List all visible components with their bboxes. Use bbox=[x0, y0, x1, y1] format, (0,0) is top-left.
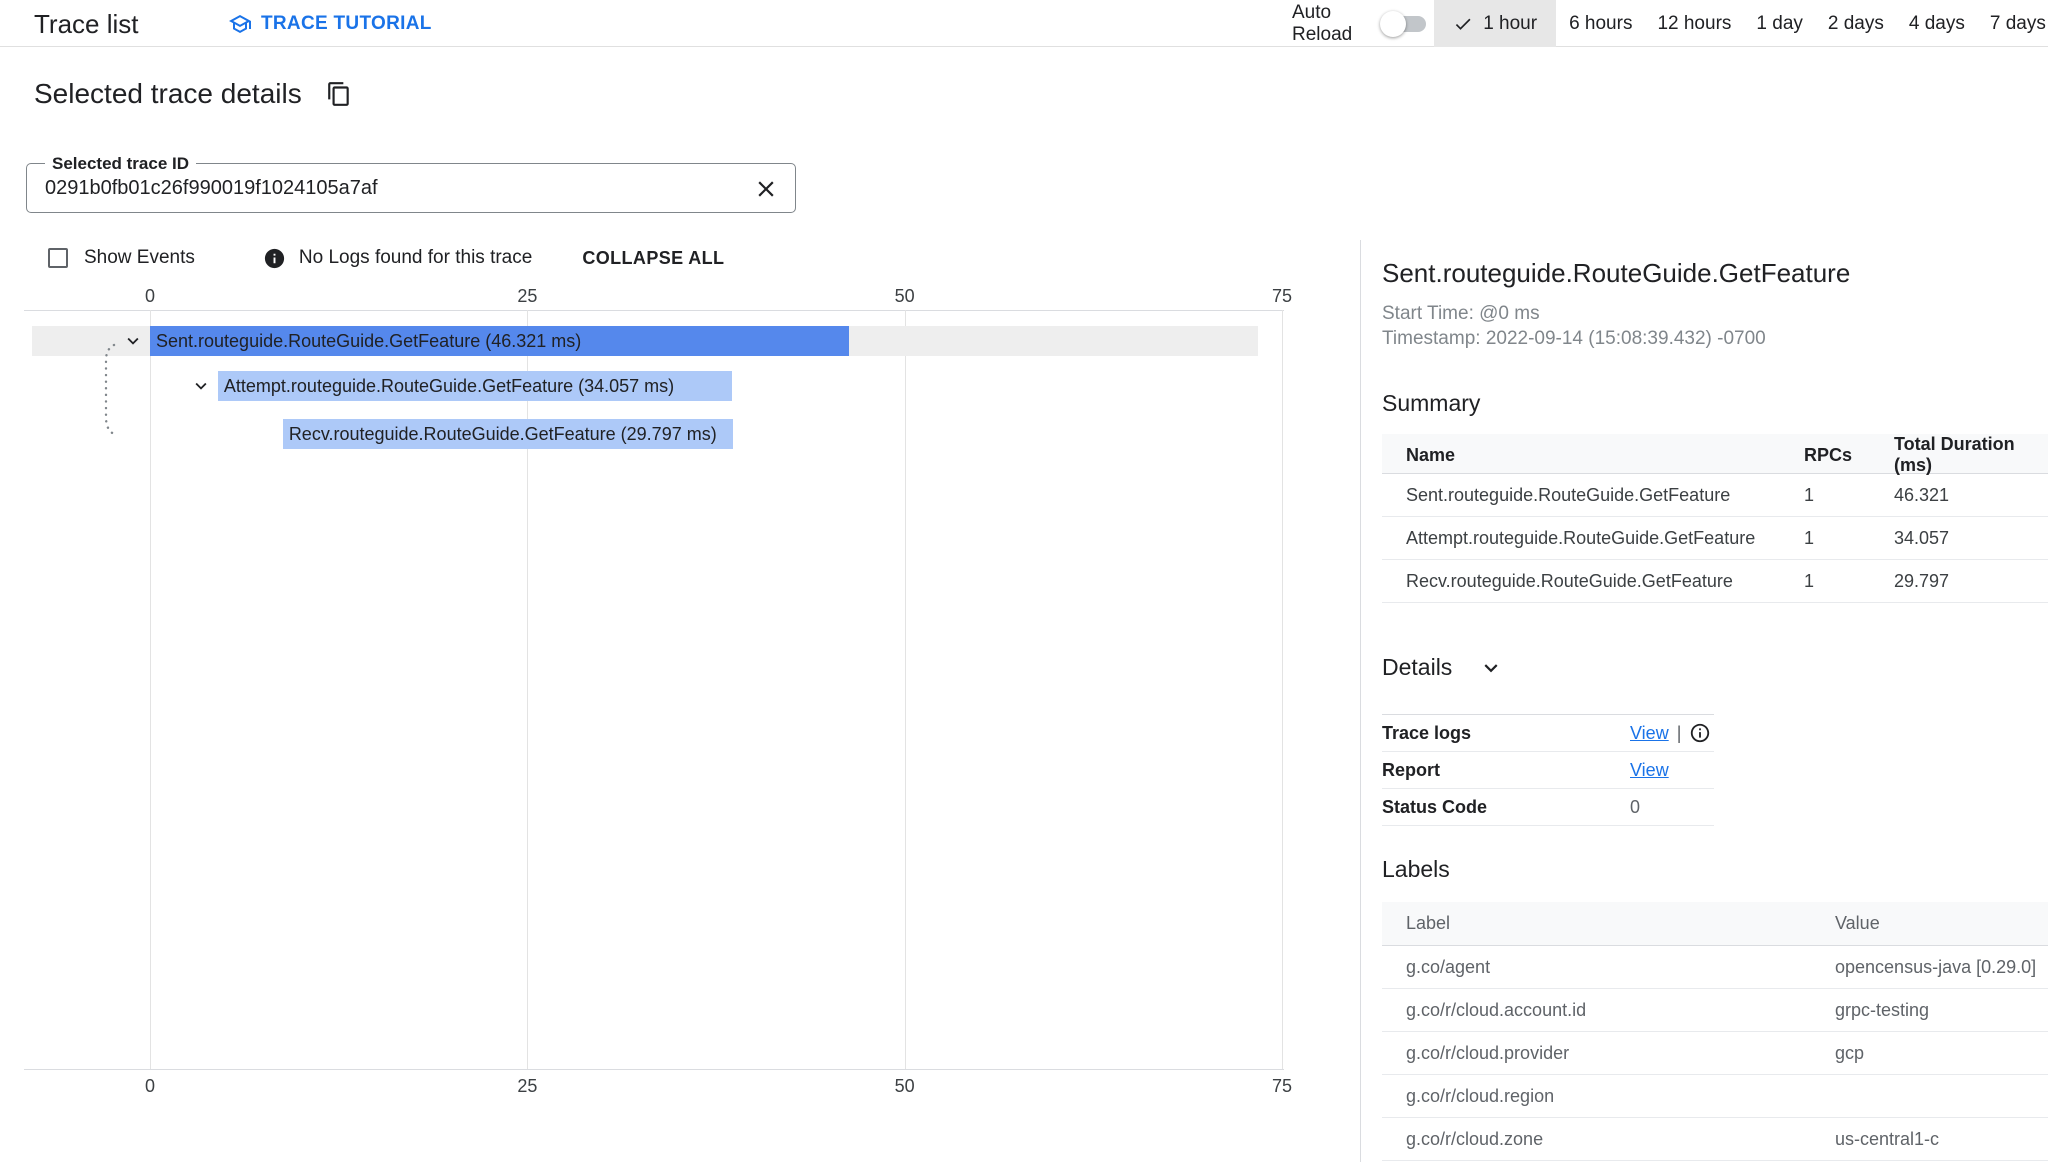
span-title: Sent.routeguide.RouteGuide.GetFeature bbox=[1382, 258, 1851, 288]
auto-reload-toggle[interactable] bbox=[1379, 10, 1426, 37]
time-range-1-hour[interactable]: 1 hour bbox=[1434, 0, 1557, 47]
time-range-1-day[interactable]: 1 day bbox=[1756, 12, 1803, 34]
axis-tick-label: 25 bbox=[517, 1076, 538, 1096]
time-range-2-days[interactable]: 2 days bbox=[1827, 12, 1884, 34]
labels-heading: Labels bbox=[1382, 856, 1450, 882]
chevron-down-icon bbox=[1478, 655, 1504, 681]
axis-tick-label: 50 bbox=[894, 286, 915, 306]
time-range-4-days[interactable]: 4 days bbox=[1908, 12, 1965, 34]
details-heading[interactable]: Details bbox=[1382, 654, 1504, 681]
top-bar: Trace list TRACE TUTORIAL Auto Reload 1 … bbox=[0, 0, 2048, 47]
labels-header-row: Label Value bbox=[1382, 902, 2048, 946]
show-events-checkbox[interactable] bbox=[48, 248, 68, 268]
gridline bbox=[1282, 310, 1283, 1069]
check-icon bbox=[1453, 14, 1473, 34]
time-range-12-hours[interactable]: 12 hours bbox=[1657, 12, 1732, 34]
span-timestamp: Timestamp: 2022-09-14 (15:08:39.432) -07… bbox=[1382, 328, 1766, 349]
axis-tick-label: 0 bbox=[144, 286, 156, 306]
time-range-label: 1 hour bbox=[1483, 12, 1538, 34]
table-row: g.co/agent opencensus-java [0.29.0] bbox=[1382, 946, 2048, 989]
time-range-7-days[interactable]: 7 days bbox=[1989, 12, 2046, 34]
axis-tick-label: 0 bbox=[144, 1076, 156, 1096]
report-view-link[interactable]: View bbox=[1630, 759, 1669, 780]
auto-reload-label: Auto Reload bbox=[1292, 1, 1353, 45]
trace-id-input[interactable] bbox=[45, 164, 745, 212]
table-row: Trace logs View | bbox=[1382, 715, 1714, 752]
selected-trace-details-title: Selected trace details bbox=[34, 78, 352, 110]
top-bar-right: Auto Reload 1 hour 6 hours 12 hours 1 da… bbox=[1292, 0, 2048, 47]
gridline bbox=[527, 310, 529, 1069]
summary-col-duration: Total Duration (ms) bbox=[1894, 434, 2015, 475]
chart-bottom-ruler bbox=[24, 1069, 1284, 1070]
table-row: g.co/r/cloud.zone us-central1-c bbox=[1382, 1118, 2048, 1161]
trace-tutorial-label: TRACE TUTORIAL bbox=[261, 13, 432, 34]
panel-divider bbox=[1360, 240, 1361, 1162]
chart-controls: Show Events No Logs found for this trace… bbox=[48, 243, 724, 273]
copy-icon[interactable] bbox=[326, 81, 352, 107]
clear-icon[interactable] bbox=[753, 176, 779, 207]
gridline bbox=[150, 310, 151, 1069]
time-range-selector: 1 hour 6 hours 12 hours 1 day 2 days 4 d… bbox=[1434, 0, 2048, 47]
collapse-all-button[interactable]: COLLAPSE ALL bbox=[582, 247, 725, 268]
span-start-time: Start Time: @0 ms bbox=[1382, 303, 1540, 324]
table-row: Report View bbox=[1382, 752, 1714, 789]
table-row: g.co/r/cloud.account.id grpc-testing bbox=[1382, 989, 2048, 1032]
summary-col-rpcs: RPCs bbox=[1804, 444, 1853, 465]
span-bar-label: Recv.routeguide.RouteGuide.GetFeature (2… bbox=[288, 423, 717, 444]
table-row: Sent.routeguide.RouteGuide.GetFeature 1 … bbox=[1382, 474, 2048, 517]
time-range-6-hours[interactable]: 6 hours bbox=[1569, 12, 1633, 34]
table-row: Status Code 0 bbox=[1382, 789, 1714, 826]
chevron-down-icon[interactable] bbox=[190, 375, 212, 397]
school-icon bbox=[228, 12, 252, 36]
selected-trace-details-label: Selected trace details bbox=[34, 78, 302, 109]
axis-tick-label: 75 bbox=[1271, 286, 1293, 306]
axis-tick-label: 25 bbox=[517, 286, 538, 306]
no-logs-message: No Logs found for this trace bbox=[298, 247, 533, 268]
page-title: Trace list bbox=[34, 9, 139, 39]
table-row: Attempt.routeguide.RouteGuide.GetFeature… bbox=[1382, 517, 2048, 560]
axis-tick-label: 50 bbox=[894, 1076, 915, 1096]
gridline bbox=[904, 310, 906, 1069]
details-heading-label: Details bbox=[1382, 654, 1453, 680]
span-bar-label: Attempt.routeguide.RouteGuide.GetFeature… bbox=[223, 375, 675, 396]
info-filled-icon bbox=[263, 247, 286, 270]
summary-header-row: Name RPCs Total Duration (ms) bbox=[1382, 434, 2048, 475]
trace-waterfall: 0 0 25 25 50 50 75 75 Sent.routeguide.RouteGuide… bbox=[24, 286, 1292, 1098]
toggle-knob bbox=[1379, 10, 1406, 37]
span-bar-label: Sent.routeguide.RouteGuide.GetFeature (4… bbox=[156, 330, 582, 351]
chart-top-ruler bbox=[24, 310, 1284, 311]
labels-table: Label Value g.co/agent opencensus-java [… bbox=[1382, 902, 2048, 1161]
table-row: Recv.routeguide.RouteGuide.GetFeature 1 … bbox=[1382, 560, 2048, 603]
summary-heading: Summary bbox=[1382, 390, 1481, 416]
trace-logs-view-link[interactable]: View bbox=[1630, 722, 1669, 743]
trace-id-field: Selected trace ID bbox=[26, 154, 796, 213]
axis-tick-label: 75 bbox=[1271, 1076, 1293, 1096]
table-row: g.co/r/cloud.region bbox=[1382, 1075, 2048, 1118]
show-events-label: Show Events bbox=[84, 247, 195, 268]
table-row: g.co/r/cloud.provider gcp bbox=[1382, 1032, 2048, 1075]
span-connector-dotted-line bbox=[104, 343, 119, 438]
trace-span-bar[interactable]: Recv.routeguide.RouteGuide.GetFeature (2… bbox=[282, 419, 733, 449]
status-code-value: 0 bbox=[1630, 796, 1641, 817]
info-outline-icon[interactable] bbox=[1689, 722, 1711, 744]
summary-col-name: Name bbox=[1406, 444, 1456, 465]
trace-span-bar[interactable]: Sent.routeguide.RouteGuide.GetFeature (4… bbox=[150, 326, 850, 356]
summary-table: Name RPCs Total Duration (ms) Sent.route… bbox=[1382, 434, 2048, 603]
trace-tutorial-link[interactable]: TRACE TUTORIAL bbox=[228, 12, 432, 36]
details-table: Trace logs View | Report View Status Cod… bbox=[1382, 714, 1714, 826]
chevron-down-icon[interactable] bbox=[122, 330, 144, 352]
trace-span-bar[interactable]: Attempt.routeguide.RouteGuide.GetFeature… bbox=[217, 371, 732, 401]
